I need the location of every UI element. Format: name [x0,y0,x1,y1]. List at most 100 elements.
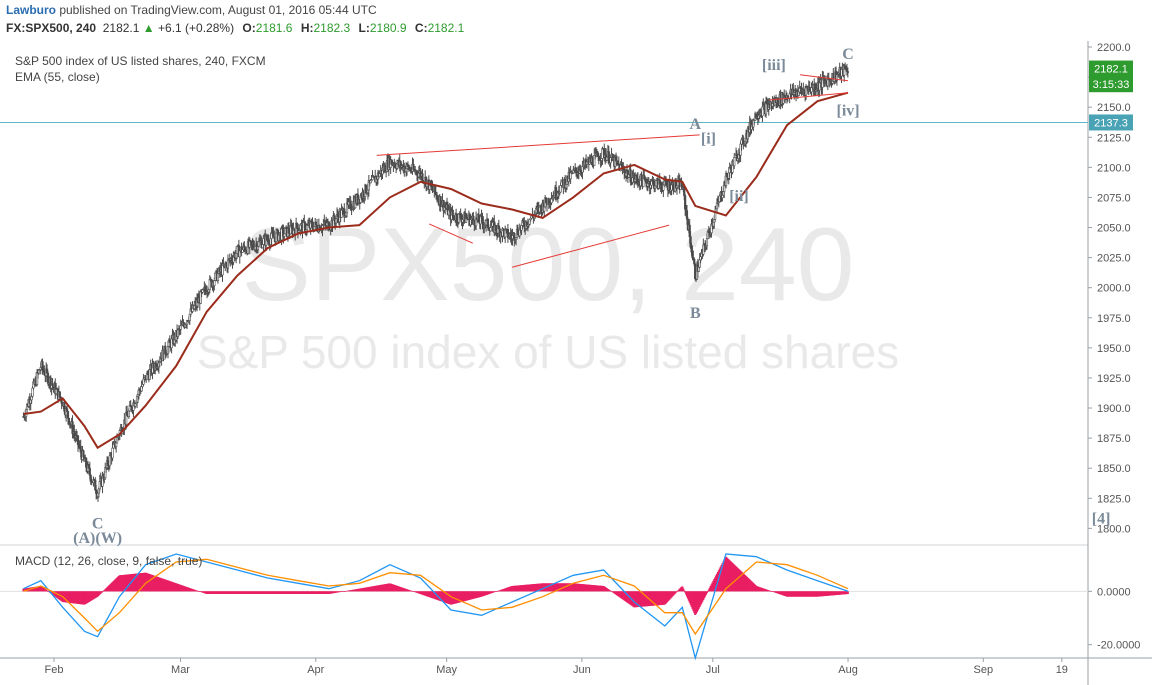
candle-body [574,167,578,172]
time-tick-label: Jun [573,664,591,676]
candle-body [472,215,475,221]
macd-tick-label: -20.0000 [1097,640,1140,652]
ema-legend[interactable]: EMA (55, close) [15,70,100,84]
symbol-quote: FX:SPX500, 240 2182.1 ▲ +6.1 (+0.28%) O:… [6,21,469,35]
time-tick-label: Jul [706,664,720,676]
candle-body [421,173,424,182]
last-price: 2182.1 [102,21,140,35]
price-tick-label: 1800.0 [1097,523,1131,535]
main-legend-title: S&P 500 index of US listed shares, 240, … [15,54,266,68]
wave-label[interactable]: [ii] [729,188,749,205]
price-tick-label: 2000.0 [1097,283,1131,295]
watermark-description: S&P 500 index of US listed shares [197,326,899,378]
macd-histogram-bar [675,591,678,592]
price-tick-label: 2125.0 [1097,132,1131,144]
time-tick-label: Apr [307,664,324,676]
macd-histogram-bar [706,591,709,592]
macd-line [23,553,849,661]
author-link[interactable]: Lawburo [6,3,56,17]
countdown-badge: 3:15:33 [1093,79,1130,91]
change-arrow-icon: ▲ [142,21,155,35]
candle-body [607,151,610,164]
close-value: 2182.1 [427,21,465,35]
candle-body [66,411,70,419]
macd-histogram-bar [846,591,849,595]
hline-price-badge: 2137.3 [1094,117,1128,129]
candle-body [846,71,849,73]
price-tick-label: 1825.0 [1097,493,1131,505]
wave-label[interactable]: [4] [1092,511,1111,528]
wave-label[interactable]: C [842,46,854,63]
wave-label[interactable]: A [690,116,702,133]
macd-histogram-bar [705,591,708,593]
price-tick-label: 2100.0 [1097,162,1131,174]
macd-histogram-bar [46,590,49,592]
price-tick-label: 1950.0 [1097,343,1131,355]
macd-histogram-bar [675,591,678,593]
macd-histogram-bar [196,590,199,592]
candle-body [818,82,821,91]
macd-histogram-bar [609,590,612,592]
countdown-badge-bg [1089,76,1133,93]
price-tick-label: 2025.0 [1097,253,1131,265]
macd-histogram-bar [410,590,413,592]
trendline[interactable] [769,92,849,101]
price-tick-label: 1850.0 [1097,463,1131,475]
trendline[interactable] [376,134,700,156]
trendline[interactable] [428,223,474,244]
chart-header: Lawburo published on TradingView.com, Au… [0,0,1152,40]
time-tick-label: Aug [838,664,858,676]
candle-body [295,223,299,229]
price-tick-label: 2150.0 [1097,102,1131,114]
low-value: 2180.9 [369,21,407,35]
candle-body [108,455,111,466]
macd-histogram-bar [683,590,686,592]
published-text: published on TradingView.com, August 01,… [56,3,377,17]
price-tick-label: 2200.0 [1097,42,1131,54]
wave-label[interactable]: B [690,305,701,322]
price-tick-label: 2050.0 [1097,223,1131,235]
macd-legend[interactable]: MACD (12, 26, close, 9, false, true) [15,554,203,568]
hline-price-badge-bg [1089,114,1133,131]
candle-body [111,447,114,459]
last-price-badge-bg [1089,60,1133,77]
change-value: +6.1 (+0.28%) [158,21,235,35]
wave-label[interactable]: [i] [701,130,716,147]
trendline[interactable] [799,74,849,82]
wave-label[interactable]: [iii] [762,57,786,74]
candle-body [550,198,553,204]
time-tick-label: Sep [974,664,994,676]
time-tick-label: Feb [45,664,64,676]
high-value: 2182.3 [313,21,351,35]
candle-body [58,391,61,398]
wave-label[interactable]: (A)(W) [73,530,122,547]
macd-tick-label: 0.0000 [1097,586,1131,598]
macd-histogram-bar [101,591,104,592]
signal-line [23,558,849,636]
candle-body [235,246,239,254]
symbol-label: FX:SPX500, 240 [6,21,97,35]
wave-label[interactable]: C [92,515,104,532]
time-tick-label: 19 [1056,664,1068,676]
trendline[interactable] [511,224,670,268]
ema-line [23,91,849,450]
wave-label[interactable]: [iv] [836,103,859,120]
close-label: C: [414,21,428,35]
macd-histogram-bar [100,591,103,593]
macd-histogram-bar [496,591,499,592]
price-tick-label: 1875.0 [1097,433,1131,445]
candle-body [733,157,736,167]
candle-body [262,238,265,245]
macd-histogram-bar [608,590,611,592]
price-tick-label: 2075.0 [1097,192,1131,204]
candle-body [561,179,564,183]
candle-body [283,233,286,237]
high-label: H: [300,21,314,35]
published-line: Lawburo published on TradingView.com, Au… [6,3,377,17]
price-tick-label: 1975.0 [1097,313,1131,325]
low-label: L: [358,21,370,35]
candle-body [705,238,709,247]
price-tick-label: 1925.0 [1097,373,1131,385]
time-tick-label: Mar [171,664,190,676]
